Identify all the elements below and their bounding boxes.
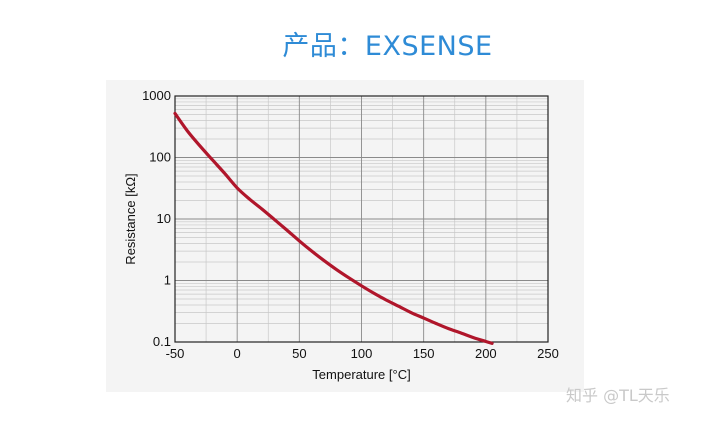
x-tick-label: 250 [537,346,559,361]
watermark: 知乎 @TL天乐 [566,386,670,405]
y-tick-label: 10 [157,211,171,226]
plot-frame [174,95,549,343]
y-tick-label: 0.1 [153,334,171,349]
x-tick-label: 200 [475,346,497,361]
y-tick-labels: 0.1 1 10 100 1000 [142,88,171,349]
y-tick-label: 1 [164,273,171,288]
x-tick-label: -50 [166,346,185,361]
page-title: 产品：EXSENSE [282,31,493,62]
series-layer [173,111,494,345]
x-tick-label: 100 [351,346,373,361]
x-axis-label: Temperature [°C] [312,367,410,382]
y-tick-label: 1000 [142,88,171,103]
chart-panel [106,80,584,392]
x-tick-labels: -50 0 50 100 150 200 250 [166,346,559,361]
x-tick-label: 50 [292,346,306,361]
y-tick-label: 100 [149,150,171,165]
series-line-resistance [173,111,494,345]
y-axis-label: Resistance [kΩ] [123,173,138,264]
x-tick-label: 150 [413,346,435,361]
x-tick-label: 0 [234,346,241,361]
